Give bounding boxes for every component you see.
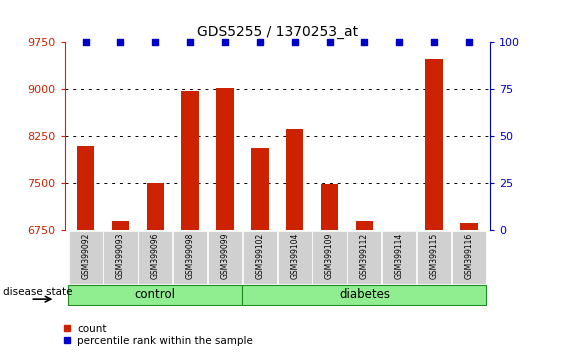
FancyBboxPatch shape (243, 285, 486, 305)
FancyBboxPatch shape (243, 231, 277, 284)
Title: GDS5255 / 1370253_at: GDS5255 / 1370253_at (196, 25, 358, 39)
Bar (426, 59, 443, 230)
FancyBboxPatch shape (452, 231, 486, 284)
Text: GSM399099: GSM399099 (221, 233, 230, 279)
Text: GSM399109: GSM399109 (325, 233, 334, 279)
Legend: count, percentile rank within the sample: count, percentile rank within the sample (61, 324, 253, 346)
FancyBboxPatch shape (382, 231, 416, 284)
Text: GSM399096: GSM399096 (151, 233, 160, 279)
Bar (356, 221, 373, 230)
Point (290, 40, 299, 45)
Point (360, 40, 369, 45)
Point (81, 40, 90, 45)
Text: GSM399098: GSM399098 (186, 233, 195, 279)
Text: GSM399104: GSM399104 (290, 233, 299, 279)
FancyBboxPatch shape (68, 285, 243, 305)
FancyBboxPatch shape (278, 231, 312, 284)
Point (151, 40, 160, 45)
Point (256, 40, 265, 45)
Text: GSM399102: GSM399102 (256, 233, 265, 279)
FancyBboxPatch shape (138, 231, 172, 284)
Point (325, 40, 334, 45)
Text: GSM399112: GSM399112 (360, 233, 369, 279)
FancyBboxPatch shape (104, 231, 137, 284)
Text: diabetes: diabetes (339, 288, 390, 301)
Bar (251, 148, 269, 230)
Bar (460, 223, 477, 230)
Point (395, 40, 404, 45)
Bar (286, 130, 303, 230)
Bar (181, 91, 199, 230)
Text: GSM399093: GSM399093 (116, 233, 125, 279)
Point (186, 40, 195, 45)
Text: GSM399116: GSM399116 (464, 233, 473, 279)
Point (464, 40, 473, 45)
Text: GSM399114: GSM399114 (395, 233, 404, 279)
Text: GSM399115: GSM399115 (430, 233, 439, 279)
Bar (77, 146, 95, 230)
Bar (321, 184, 338, 230)
Point (221, 40, 230, 45)
Bar (216, 88, 234, 230)
Point (430, 40, 439, 45)
FancyBboxPatch shape (417, 231, 451, 284)
Point (116, 40, 125, 45)
FancyBboxPatch shape (69, 231, 102, 284)
Bar (146, 183, 164, 230)
FancyBboxPatch shape (208, 231, 242, 284)
Text: GSM399092: GSM399092 (81, 233, 90, 279)
FancyBboxPatch shape (312, 231, 347, 284)
FancyBboxPatch shape (173, 231, 207, 284)
Text: control: control (135, 288, 176, 301)
Text: disease state: disease state (3, 287, 72, 297)
FancyBboxPatch shape (347, 231, 382, 284)
Bar (391, 230, 408, 238)
Bar (112, 221, 129, 230)
